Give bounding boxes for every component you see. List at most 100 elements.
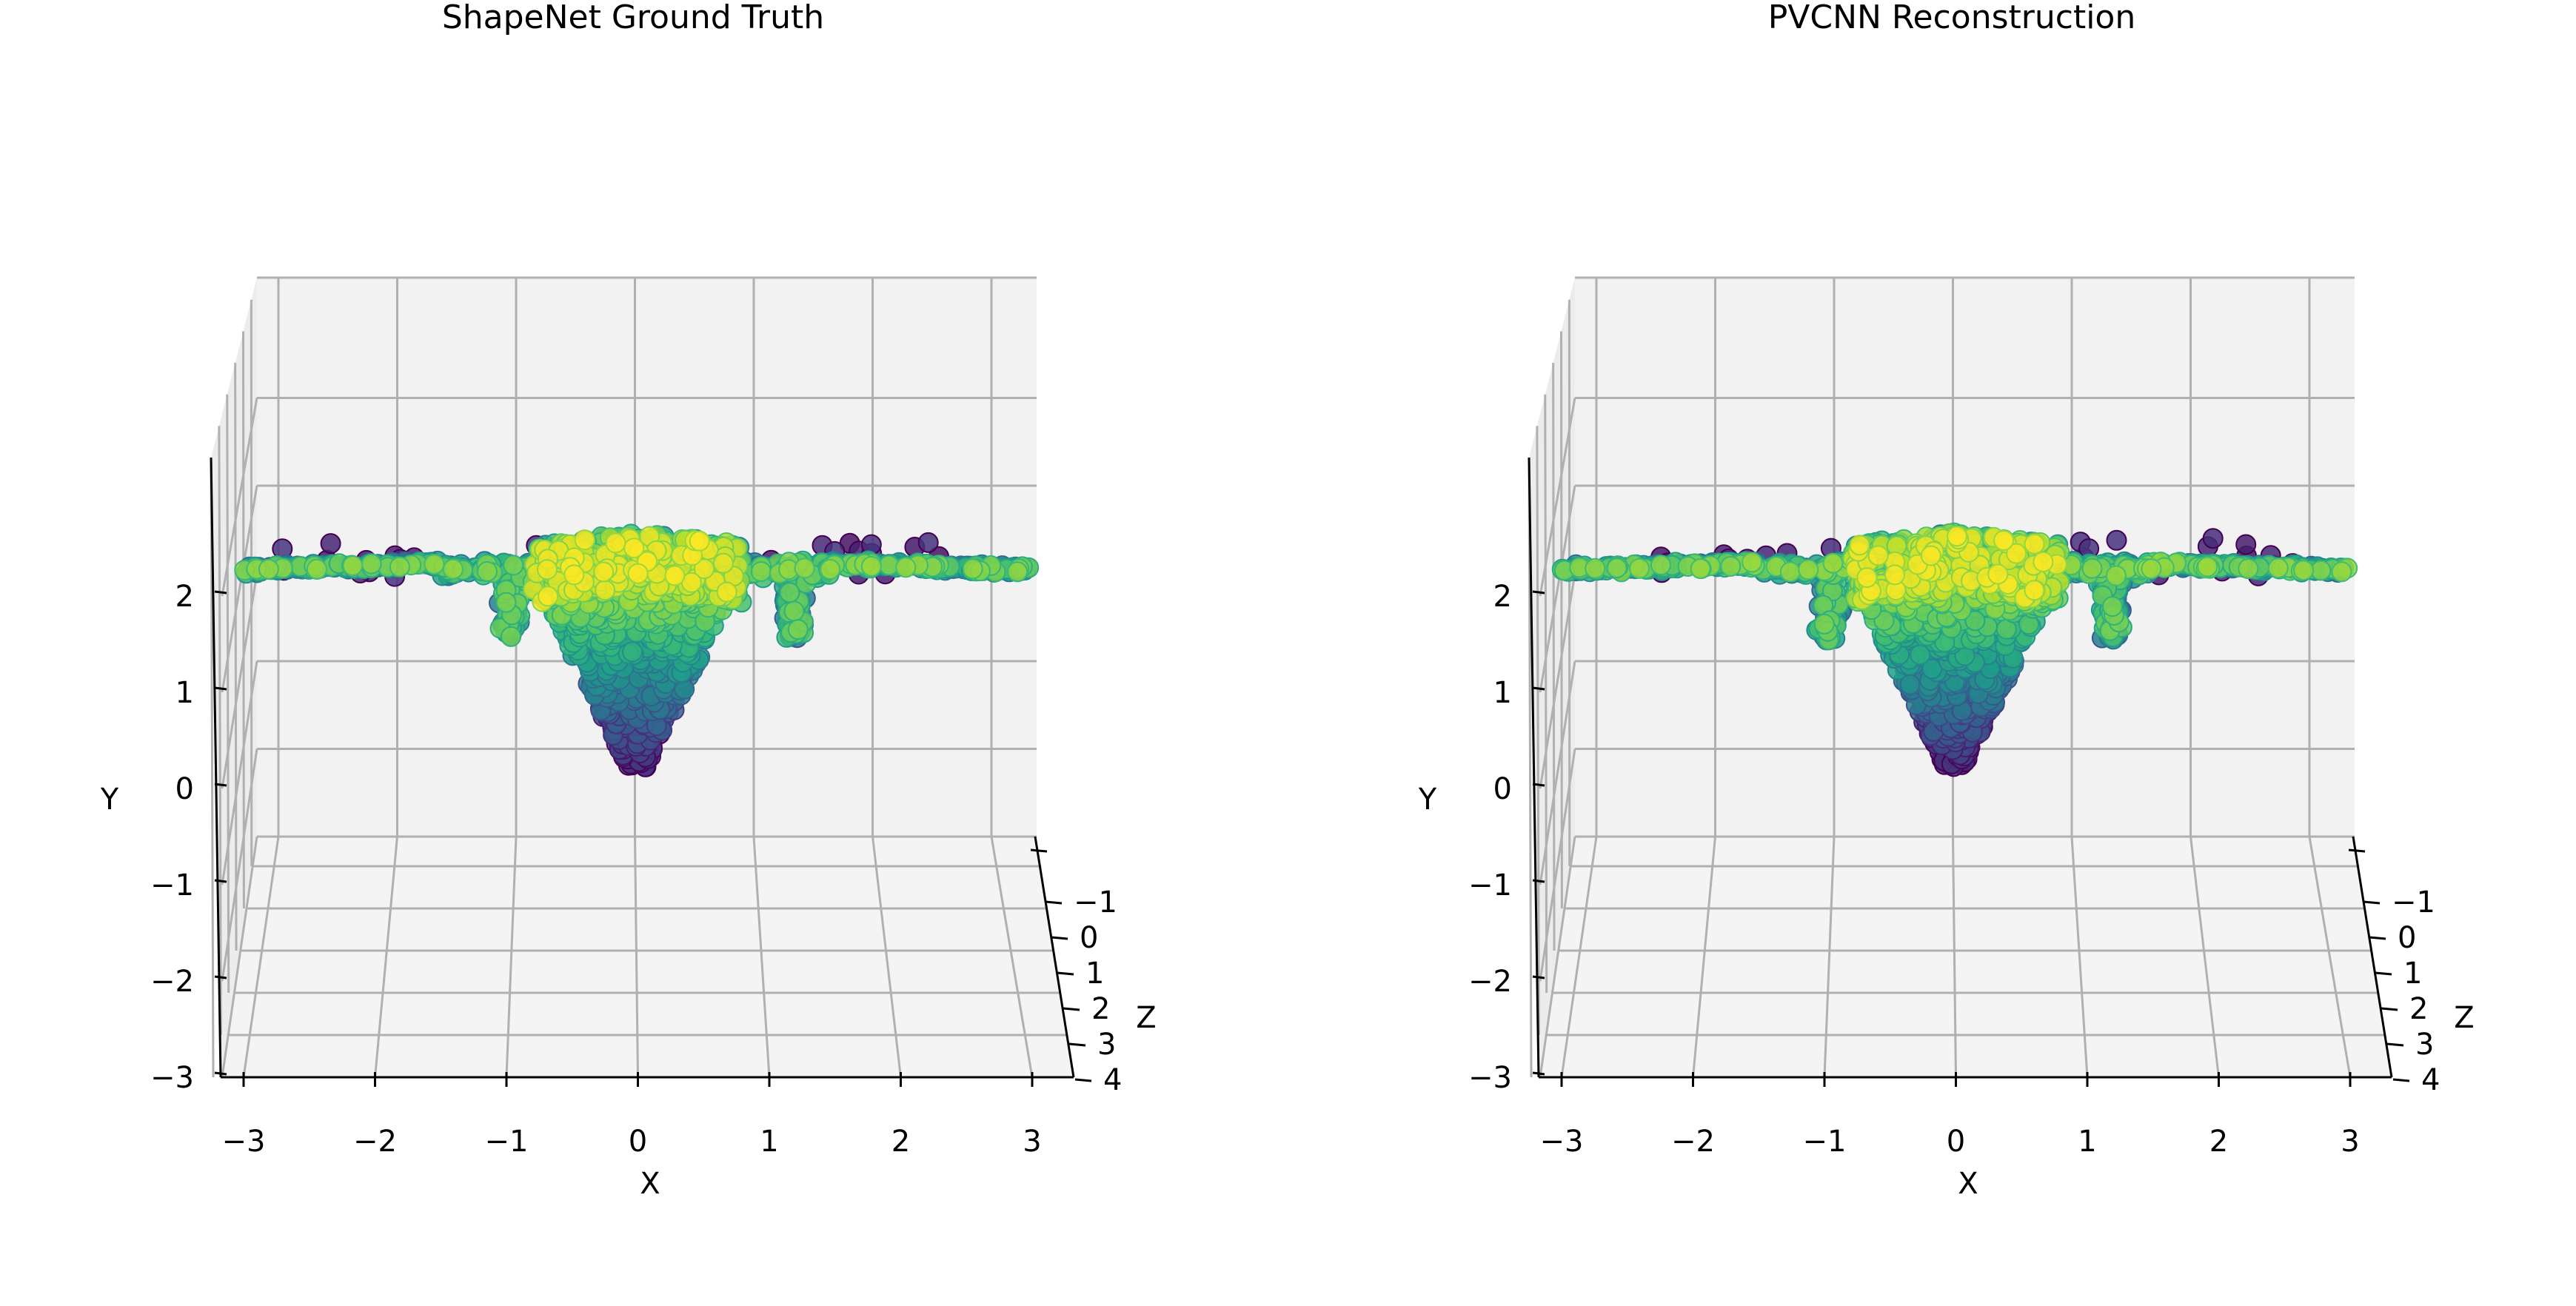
y-tick-label: −3 (150, 1061, 194, 1095)
data-point (1742, 552, 1763, 573)
data-point (1910, 644, 1931, 666)
y-tick-mark (214, 686, 227, 691)
data-point (595, 580, 616, 601)
data-point (2024, 533, 2045, 555)
z-tick-label: 2 (1091, 992, 1110, 1026)
y-tick-mark (214, 975, 227, 980)
x-tick-label: 2 (891, 1125, 910, 1159)
z-tick-label: 1 (2403, 957, 2422, 991)
data-point (787, 619, 809, 640)
data-point (1720, 556, 1742, 577)
z-tick-mark (2369, 936, 2386, 940)
z-tick-mark (2392, 1078, 2410, 1082)
z-tick-label: 0 (1080, 921, 1098, 955)
data-point (2293, 560, 2315, 581)
data-point (2331, 561, 2352, 583)
x-tick-label: 0 (1947, 1125, 1965, 1159)
data-point (716, 581, 737, 603)
x-tick-label: −3 (222, 1125, 266, 1159)
data-point (1849, 535, 1870, 556)
data-point (712, 552, 734, 574)
data-point (605, 532, 626, 554)
data-point (2238, 558, 2259, 580)
y-tick-mark (1532, 590, 1545, 595)
data-point (622, 641, 643, 663)
data-point (1690, 558, 1711, 580)
data-point (1920, 545, 1941, 566)
data-point (1993, 530, 2015, 551)
x-tick-label: −2 (1671, 1125, 1715, 1159)
z-tick-label: 4 (2421, 1063, 2440, 1097)
axis-lines (210, 457, 1075, 1079)
data-point (389, 556, 410, 577)
z-tick-mark (2386, 1042, 2404, 1047)
data-point (1884, 564, 1905, 586)
data-point (495, 592, 517, 613)
y-tick-mark (214, 590, 227, 595)
data-point (783, 600, 805, 622)
floor-pane (1539, 837, 2392, 1077)
data-point (2310, 560, 2332, 581)
y-tick-mark (214, 879, 227, 883)
data-point (689, 530, 710, 552)
y-tick-label: 1 (1493, 676, 1512, 710)
x-tick-label: −3 (1540, 1125, 1584, 1159)
chart-title: ShapeNet Ground Truth (442, 0, 824, 36)
data-point (258, 558, 279, 580)
y-tick-label: 2 (1493, 580, 1512, 614)
data-point (779, 582, 800, 603)
x-axis-label: X (1958, 1167, 1978, 1201)
z-tick-mark (2363, 900, 2381, 905)
x-axis-label: X (640, 1167, 660, 1201)
data-point (2024, 580, 2045, 601)
data-point (664, 565, 686, 586)
z-tick-mark (1045, 900, 1063, 905)
y-tick-label: −3 (1468, 1061, 1512, 1095)
y-tick-mark (214, 783, 227, 787)
data-point (820, 559, 841, 580)
y-tick-label: −2 (150, 965, 194, 999)
data-point (1813, 613, 1835, 634)
z-tick-label: 3 (1097, 1028, 1116, 1062)
y-tick-mark (1532, 783, 1545, 787)
data-point (794, 557, 815, 579)
data-point (1867, 545, 1889, 566)
data-point (1822, 552, 1844, 574)
x-tick-label: 1 (2078, 1125, 2096, 1159)
x-tick-label: 3 (1023, 1125, 1041, 1159)
z-tick-mark (1051, 936, 1068, 940)
y-tick-label: 0 (175, 772, 194, 806)
data-point (2102, 596, 2123, 617)
z-tick-mark (2348, 848, 2366, 853)
x-tick-label: −1 (1803, 1125, 1847, 1159)
data-point (342, 555, 364, 577)
data-point (320, 533, 341, 555)
data-point (1779, 561, 1801, 583)
x-tick-label: 1 (760, 1125, 778, 1159)
data-point (2033, 551, 2054, 572)
data-point (2267, 557, 2289, 579)
y-tick-label: 0 (1493, 772, 1512, 806)
y-tick-label: −2 (1468, 965, 1512, 999)
data-point (623, 538, 645, 559)
z-tick-mark (1030, 848, 1048, 853)
data-point (1798, 559, 1819, 580)
data-point (306, 558, 327, 580)
data-point (962, 558, 983, 580)
x-tick-label: 0 (629, 1125, 647, 1159)
data-point (1650, 555, 1671, 576)
panel-pvcnn-reconstruction: PVCNN Reconstruction −3 −2 −1 0 1 2 3−3−2−1012… (1418, 0, 2475, 1201)
floor-pane (221, 837, 1074, 1077)
point-cloud (234, 523, 1040, 777)
panel-ground-truth: ShapeNet Ground Truth −3 −2 −1 0 1 2 3−3−2−101… (100, 0, 1157, 1201)
z-axis-label: Z (1136, 1001, 1156, 1035)
z-tick-label: 1 (1085, 957, 1104, 991)
data-point (627, 563, 649, 584)
y-tick-mark (1532, 975, 1545, 980)
y-tick-label: −1 (150, 868, 194, 903)
y-tick-mark (214, 1071, 227, 1076)
data-point (442, 558, 464, 580)
z-tick-mark (1057, 971, 1074, 976)
